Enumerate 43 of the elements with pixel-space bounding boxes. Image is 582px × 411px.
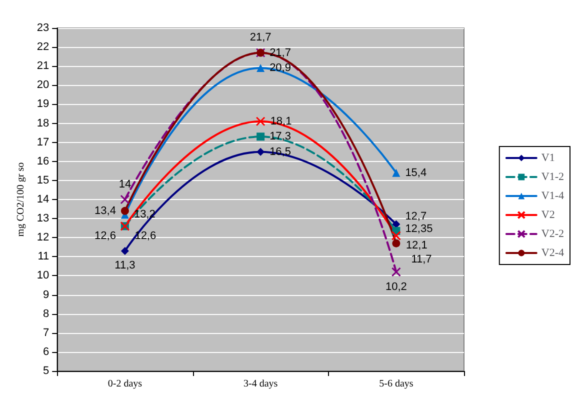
data-label: 21,7 [270, 46, 291, 59]
y-tick-label: 10 [36, 270, 50, 282]
data-label: 11,3 [114, 259, 136, 272]
data-label: 14 [118, 178, 132, 190]
y-tick-label: 6 [43, 346, 50, 358]
y-tick-label: 22 [36, 41, 50, 54]
y-tick-label: 21 [36, 60, 50, 72]
y-tick-label: 17 [36, 136, 50, 148]
legend-label: V1 [541, 152, 555, 164]
data-label: 12,35 [405, 222, 433, 235]
x-tick-label: 5-6 days [379, 378, 414, 390]
data-label: 12,1 [406, 240, 428, 252]
data-label: 13,4 [94, 204, 116, 217]
y-tick-label: 9 [43, 288, 50, 301]
y-tick-label: 5 [43, 365, 50, 377]
y-tick-label: 19 [36, 98, 50, 110]
y-tick-label: 13 [36, 212, 50, 225]
y-tick-label: 15 [36, 174, 50, 186]
x-tick-label: 3-4 days [243, 378, 278, 390]
y-tick-label: 8 [43, 308, 50, 320]
legend-label: V1-2 [541, 171, 564, 183]
y-tick-label: 14 [36, 194, 50, 206]
legend-label: V2-4 [541, 247, 564, 259]
y-tick-label: 18 [36, 117, 50, 130]
data-label: 15,4 [405, 166, 427, 179]
legend-label: V1-4 [541, 190, 564, 202]
data-label: 20,9 [270, 62, 291, 74]
data-label: 12,7 [405, 210, 427, 222]
data-label: 12,6 [94, 230, 116, 242]
y-axis-title: mg CO2/100 gr so [16, 162, 26, 237]
data-label: 12,6 [134, 230, 156, 242]
data-label: 11,7 [411, 253, 432, 266]
y-tick-label: 7 [43, 326, 50, 339]
data-label: 21,7 [250, 32, 272, 44]
legend-label: V2-2 [541, 228, 564, 240]
x-tick-label: 0-2 days [108, 378, 142, 390]
y-tick-label: 11 [38, 250, 50, 263]
y-tick-label: 12 [36, 232, 50, 244]
legend-label: V2 [541, 209, 555, 221]
y-tick-label: 16 [36, 155, 50, 168]
y-tick-label: 23 [36, 22, 50, 34]
data-label: 10,2 [385, 281, 407, 294]
y-tick-label: 20 [36, 79, 50, 92]
